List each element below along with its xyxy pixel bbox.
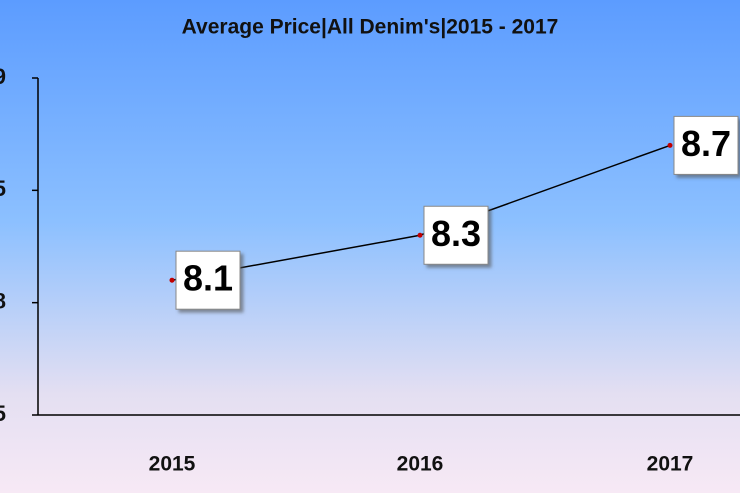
y-tick-label: 7.5 bbox=[0, 401, 6, 426]
x-tick-label: 2017 bbox=[647, 453, 694, 476]
point bbox=[667, 142, 673, 148]
chart-title: Average Price|All Denim's|2015 - 2017 bbox=[182, 16, 559, 39]
x-tick-label: 2016 bbox=[397, 453, 444, 476]
data-label-box bbox=[673, 115, 739, 175]
y-tick-label: 8 bbox=[0, 288, 6, 313]
data-label: 8.1 bbox=[183, 258, 233, 299]
data-label-box bbox=[423, 205, 489, 265]
data-label: 8.3 bbox=[431, 213, 481, 254]
x-tick-label: 2015 bbox=[149, 453, 196, 476]
y-tick-label: 9 bbox=[0, 64, 6, 89]
y-tick-label: 8.5 bbox=[0, 176, 6, 201]
data-label: 8.7 bbox=[681, 123, 731, 164]
point bbox=[169, 277, 175, 283]
point bbox=[417, 232, 423, 238]
data-label-box bbox=[175, 250, 241, 310]
